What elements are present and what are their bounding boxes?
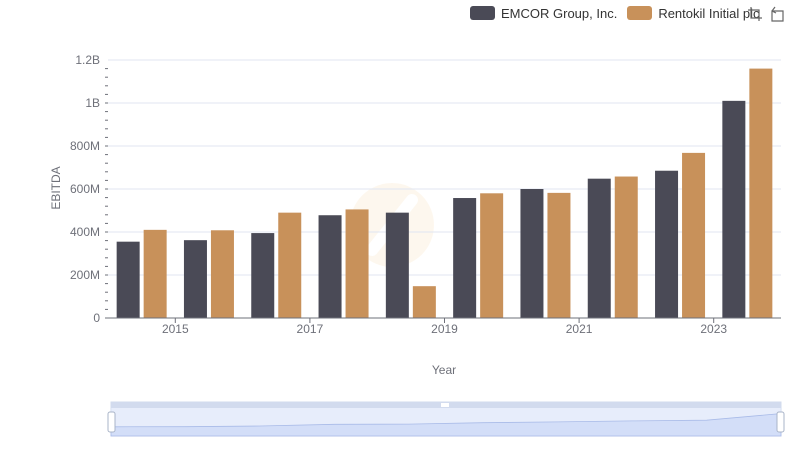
slider-grip-icon[interactable] (441, 403, 449, 407)
y-tick-label: 1B (85, 96, 100, 110)
bar-emcor-2020[interactable] (520, 189, 544, 318)
bar-rentokil-2020[interactable] (547, 192, 571, 318)
bar-emcor-2021[interactable] (587, 178, 611, 318)
x-tick-label: 2021 (566, 322, 593, 336)
legend-label-rentokil: Rentokil Initial plc (658, 5, 760, 21)
x-tick-label: 2019 (431, 322, 458, 336)
legend: EMCOR Group, Inc. Rentokil Initial plc (470, 4, 769, 22)
bar-rentokil-2019[interactable] (480, 193, 504, 318)
bar-emcor-2015[interactable] (183, 240, 207, 318)
bar-rentokil-2021[interactable] (614, 176, 638, 318)
bar-rentokil-2023[interactable] (749, 68, 773, 318)
data-zoom-slider[interactable] (107, 401, 785, 437)
y-tick-label: 800M (70, 139, 100, 153)
bar-rentokil-2014[interactable] (143, 229, 167, 318)
bar-rentokil-2022[interactable] (682, 152, 706, 318)
bar-emcor-2016[interactable] (251, 233, 275, 318)
bar-emcor-2022[interactable] (655, 170, 679, 318)
zoom-select-icon-graphic (748, 7, 762, 21)
legend-item-rentokil[interactable]: Rentokil Initial plc (627, 6, 759, 21)
zoom-reset-icon-graphic (771, 6, 784, 22)
legend-swatch-rentokil (627, 6, 653, 20)
x-tick-label: 2017 (297, 322, 324, 336)
y-tick-label: 1.2B (75, 53, 100, 67)
y-tick-label: 600M (70, 182, 100, 196)
zoom-reset-icon[interactable] (769, 6, 785, 22)
y-axis-ticks: 0 200M 400M 600M 800M 1B 1.2B (70, 53, 108, 325)
bar-emcor-2018[interactable] (385, 212, 409, 318)
x-tick-label: 2023 (700, 322, 727, 336)
slider-handle-left[interactable] (107, 411, 116, 433)
legend-label-emcor: EMCOR Group, Inc. (501, 5, 618, 21)
bars (116, 68, 773, 318)
y-tick-label: 0 (93, 311, 100, 325)
bar-emcor-2014[interactable] (116, 241, 140, 318)
slider-handle-right[interactable] (776, 411, 785, 433)
x-axis: 2015 2017 2019 2021 2023 (108, 317, 781, 336)
bar-rentokil-2015[interactable] (210, 230, 234, 318)
legend-item-emcor[interactable]: EMCOR Group, Inc. (470, 6, 617, 21)
y-tick-label: 400M (70, 225, 100, 239)
toolbox (747, 6, 785, 22)
y-axis-title: EBITDA (49, 166, 63, 209)
y-tick-label: 200M (70, 268, 100, 282)
zoom-select-icon[interactable] (747, 6, 763, 22)
x-tick-label: 2015 (162, 322, 189, 336)
bar-emcor-2019[interactable] (453, 198, 477, 318)
legend-swatch-emcor (470, 6, 495, 20)
bar-rentokil-2018[interactable] (412, 286, 436, 318)
x-axis-title: Year (432, 363, 456, 377)
bar-rentokil-2017[interactable] (345, 209, 369, 318)
bar-rentokil-2016[interactable] (278, 212, 302, 318)
bar-emcor-2023[interactable] (722, 100, 746, 318)
bar-emcor-2017[interactable] (318, 215, 342, 318)
grid-lines (108, 59, 781, 319)
